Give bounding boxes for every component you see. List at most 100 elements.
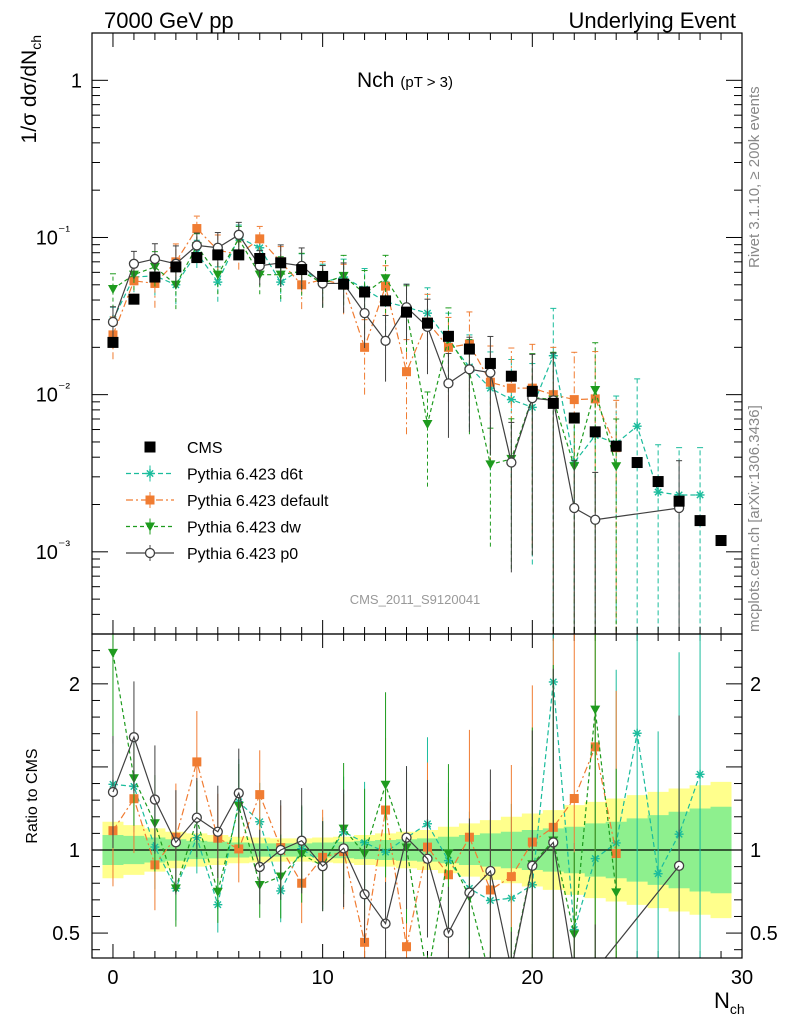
data-point bbox=[715, 535, 727, 547]
point bbox=[381, 281, 391, 291]
data-series bbox=[107, 249, 727, 547]
data-point bbox=[610, 440, 622, 452]
point bbox=[569, 502, 580, 514]
point bbox=[611, 462, 622, 472]
point bbox=[632, 421, 642, 431]
y-tick-label: 1 bbox=[71, 70, 82, 92]
ratio-tick-label: 1 bbox=[69, 840, 80, 862]
point bbox=[212, 270, 223, 280]
ratio-line bbox=[112, 681, 701, 930]
data-point bbox=[505, 370, 517, 382]
data-point bbox=[589, 426, 601, 438]
data-point bbox=[254, 252, 266, 264]
rivet-label: Rivet 3.1.10, ≥ 200k events bbox=[746, 86, 763, 268]
ratio-frame bbox=[91, 633, 743, 959]
data-point bbox=[401, 306, 413, 318]
legend-entry: Pythia 6.423 dw bbox=[126, 518, 301, 537]
main-panel: 10⁻³ 10⁻² 10⁻¹ 1 1/σ dσ/dNch Nch (pT > 3) CMS_2… bbox=[18, 32, 743, 958]
ratio-point bbox=[443, 849, 454, 859]
point bbox=[569, 395, 579, 405]
y-tick-label: 10⁻³ bbox=[36, 537, 71, 564]
point bbox=[590, 386, 601, 396]
data-point bbox=[421, 317, 433, 329]
ratio-plot-area bbox=[92, 634, 742, 958]
data-point bbox=[526, 385, 538, 397]
point bbox=[380, 335, 391, 346]
x-tick-label: 0 bbox=[107, 967, 118, 989]
point bbox=[464, 364, 475, 375]
point bbox=[422, 420, 433, 430]
ratio-tick-label: 0.5 bbox=[52, 923, 80, 945]
x-tick-label: 10 bbox=[312, 967, 334, 989]
point bbox=[107, 316, 119, 328]
legend-marker bbox=[145, 495, 155, 505]
point bbox=[107, 285, 118, 295]
point bbox=[380, 274, 391, 284]
ratio-tick-label-right: 0.5 bbox=[750, 923, 778, 945]
x-axis-label: Nch bbox=[714, 988, 745, 1017]
legend-marker bbox=[144, 547, 156, 559]
ratio-point bbox=[611, 888, 622, 898]
ratio-series-3 bbox=[107, 668, 685, 958]
point bbox=[485, 460, 496, 470]
main-plot-area bbox=[107, 215, 727, 634]
legend-label: Pythia 6.423 default bbox=[187, 493, 329, 510]
legend-marker bbox=[144, 441, 156, 453]
ratio-point bbox=[402, 942, 412, 952]
ratio-tick-label-right: 2 bbox=[750, 674, 761, 696]
data-point bbox=[107, 336, 119, 348]
data-point bbox=[212, 249, 224, 261]
legend-label: Pythia 6.423 d6t bbox=[187, 467, 303, 484]
point bbox=[255, 234, 265, 244]
legend-marker bbox=[145, 522, 155, 532]
ratio-line bbox=[112, 735, 680, 958]
ratio-point bbox=[212, 887, 223, 897]
point bbox=[149, 253, 161, 265]
ratio-axis-label: Ratio to CMS bbox=[24, 748, 41, 843]
point bbox=[443, 378, 454, 389]
data-point bbox=[359, 286, 371, 298]
point bbox=[695, 490, 705, 500]
legend-label: Pythia 6.423 p0 bbox=[187, 546, 298, 563]
legend-marker bbox=[145, 469, 155, 478]
data-point bbox=[652, 476, 664, 488]
y-tick-label: 10⁻² bbox=[36, 380, 71, 407]
data-point bbox=[568, 412, 580, 424]
point bbox=[506, 395, 516, 405]
data-point bbox=[463, 343, 475, 355]
point bbox=[128, 258, 140, 269]
point bbox=[485, 367, 496, 378]
data-point bbox=[673, 495, 685, 507]
data-point bbox=[380, 295, 392, 307]
point bbox=[590, 514, 601, 525]
data-point bbox=[338, 278, 350, 290]
legend-entry: CMS bbox=[144, 440, 223, 457]
legend-label: Pythia 6.423 dw bbox=[187, 520, 301, 537]
data-point bbox=[631, 457, 643, 469]
series-line bbox=[112, 237, 617, 469]
data-point bbox=[170, 261, 182, 273]
main-frame bbox=[91, 32, 743, 635]
data-point bbox=[191, 252, 203, 264]
data-point bbox=[149, 271, 161, 283]
legend-entry: Pythia 6.423 d6t bbox=[126, 465, 303, 484]
x-tick-label: 30 bbox=[731, 967, 753, 989]
point bbox=[653, 487, 663, 497]
data-point bbox=[484, 357, 496, 369]
legend-entry: Pythia 6.423 p0 bbox=[126, 545, 298, 563]
data-point bbox=[547, 397, 559, 409]
ratio-panel: 0 10 20 30 0.5 0.5 1 1 2 2 Ratio to CMS Nch bbox=[24, 633, 778, 1017]
y-tick-label: 10⁻¹ bbox=[36, 222, 71, 249]
header-right: Underlying Event bbox=[568, 8, 736, 33]
data-point bbox=[233, 249, 245, 261]
legend: CMS Pythia 6.423 d6t Pythia 6.423 default P… bbox=[126, 440, 329, 563]
data-point bbox=[317, 270, 329, 282]
point bbox=[506, 457, 517, 468]
chart-title: Nch (pT > 3) bbox=[357, 69, 453, 92]
data-point bbox=[275, 257, 287, 269]
data-point bbox=[694, 515, 706, 527]
data-point bbox=[442, 330, 454, 342]
point bbox=[506, 383, 516, 393]
x-tick-label: 20 bbox=[521, 967, 543, 989]
